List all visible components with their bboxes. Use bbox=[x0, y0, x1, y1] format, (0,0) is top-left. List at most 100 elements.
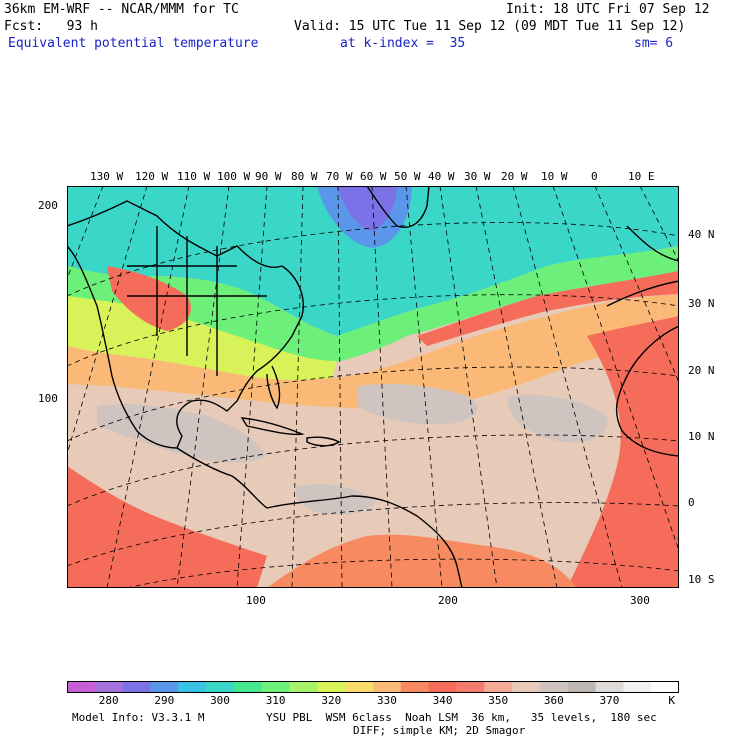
colorbar-swatch bbox=[623, 681, 652, 693]
colorbar-unit: K bbox=[668, 694, 675, 707]
colorbar-swatch bbox=[94, 681, 124, 693]
colorbar-label: 340 bbox=[433, 694, 453, 707]
colorbar-swatch bbox=[373, 681, 402, 693]
lon-label: 80 W bbox=[291, 170, 318, 183]
lat-label: 0 bbox=[688, 496, 695, 509]
forecast-hour: Fcst: 93 h bbox=[4, 19, 98, 34]
coastlines bbox=[67, 186, 679, 588]
gray-patch bbox=[295, 484, 377, 515]
colorbar-swatch bbox=[67, 681, 96, 693]
model-info: Model Info: V3.3.1 M bbox=[72, 711, 205, 724]
lon-label: 60 W bbox=[360, 170, 387, 183]
diffusion-info: DIFF; simple KM; 2D Smagor bbox=[353, 724, 526, 737]
lon-label: 20 W bbox=[501, 170, 528, 183]
greenland-coast bbox=[366, 186, 430, 228]
gray-patch bbox=[507, 394, 608, 443]
colorbar-label: 350 bbox=[488, 694, 508, 707]
field-name: Equivalent potential temperature bbox=[8, 36, 259, 51]
colorbar-swatch bbox=[233, 681, 263, 693]
lon-label: 120 W bbox=[135, 170, 169, 183]
lat-label: 10 S bbox=[688, 573, 715, 586]
south-hot-region-2 bbox=[267, 534, 577, 588]
lat-label: 20 N bbox=[688, 364, 715, 377]
colorbar-swatch bbox=[512, 681, 541, 693]
africa-coast bbox=[606, 280, 679, 457]
colorbar-swatch bbox=[150, 681, 179, 693]
lon-label: 50 W bbox=[394, 170, 421, 183]
lon-label: 10 E bbox=[628, 170, 655, 183]
colorbar-swatch bbox=[400, 681, 430, 693]
colorbar-swatches bbox=[67, 681, 679, 693]
colorbar-swatch bbox=[456, 681, 485, 693]
north-america-coast bbox=[67, 200, 304, 449]
colorbar-label: 290 bbox=[154, 694, 174, 707]
lat-label: 10 N bbox=[688, 430, 715, 443]
init-time: Init: 18 UTC Fri 07 Sep 12 bbox=[506, 2, 710, 17]
grid-y-label: 200 bbox=[38, 199, 58, 212]
colorbar-swatch bbox=[122, 681, 151, 693]
colorbar-swatch bbox=[261, 681, 291, 693]
lon-label: 70 W bbox=[326, 170, 353, 183]
central-america-coast bbox=[176, 447, 268, 509]
colorbar-swatch bbox=[428, 681, 457, 693]
physics-info: YSU PBL WSM 6class Noah LSM 36 km, 35 le… bbox=[266, 711, 657, 724]
colorbar-label: 370 bbox=[600, 694, 620, 707]
colorbar-label: 300 bbox=[210, 694, 230, 707]
lon-label: 40 W bbox=[428, 170, 455, 183]
colorbar-label: 360 bbox=[544, 694, 564, 707]
lon-label: 90 W bbox=[255, 170, 282, 183]
valid-time: Valid: 15 UTC Tue 11 Sep 12 (09 MDT Tue … bbox=[294, 19, 686, 34]
grid-y-label: 100 bbox=[38, 392, 58, 405]
colorbar-swatch bbox=[484, 681, 513, 693]
florida-coast bbox=[266, 365, 281, 410]
colorbar-swatch bbox=[206, 681, 235, 693]
hot-band-west bbox=[107, 266, 191, 331]
colorbar-swatch bbox=[567, 681, 597, 693]
colorbar-swatch bbox=[289, 681, 318, 693]
us-states-hint bbox=[127, 226, 267, 376]
grid-x-label: 100 bbox=[246, 594, 266, 607]
colorbar-swatch bbox=[178, 681, 207, 693]
lat-label: 30 N bbox=[688, 297, 715, 310]
lon-label: 100 W bbox=[217, 170, 251, 183]
warm-region bbox=[67, 294, 679, 409]
colorbar-labels: 280 290 300 310 320 330 340 350 360 370 K bbox=[99, 694, 676, 707]
europe-coast bbox=[626, 225, 679, 262]
latitude-grid bbox=[67, 222, 679, 588]
level-info: at k-index = 35 bbox=[340, 36, 466, 51]
gray-patch bbox=[357, 384, 478, 425]
colorbar-label: 310 bbox=[266, 694, 286, 707]
gray-patch bbox=[97, 404, 267, 463]
lon-label: 130 W bbox=[90, 170, 124, 183]
cold-core bbox=[337, 186, 397, 231]
colorbar-swatch bbox=[539, 681, 569, 693]
model-title: 36km EM-WRF -- NCAR/MMM for TC bbox=[4, 2, 239, 17]
grid-x-label: 200 bbox=[438, 594, 458, 607]
colorbar: 280 290 300 310 320 330 340 350 360 370 K bbox=[67, 681, 679, 707]
longitude-grid bbox=[67, 186, 679, 588]
east-hot-region bbox=[567, 316, 679, 588]
cold-core-ring bbox=[317, 186, 412, 248]
mild-region bbox=[67, 296, 337, 381]
hot-band bbox=[417, 271, 679, 346]
lat-label: 40 N bbox=[688, 228, 715, 241]
grid-x-label: 300 bbox=[630, 594, 650, 607]
lon-label: 0 bbox=[591, 170, 598, 183]
theta-e-map bbox=[67, 186, 679, 588]
colorbar-swatch bbox=[317, 681, 346, 693]
colorbar-label: 280 bbox=[99, 694, 119, 707]
colorbar-label: 320 bbox=[321, 694, 341, 707]
colorbar-label: 330 bbox=[377, 694, 397, 707]
cold-region bbox=[67, 186, 679, 336]
south-america-coast bbox=[266, 495, 463, 588]
colorbar-swatch bbox=[651, 681, 679, 693]
smoothing-info: sm= 6 bbox=[634, 36, 674, 51]
cuba-coast bbox=[240, 417, 305, 436]
map-frame bbox=[67, 186, 679, 588]
colorbar-swatch bbox=[595, 681, 624, 693]
lon-label: 30 W bbox=[464, 170, 491, 183]
colorbar-swatch bbox=[345, 681, 374, 693]
colorbar-frame bbox=[67, 681, 679, 693]
lon-label: 110 W bbox=[177, 170, 211, 183]
hispaniola-coast bbox=[306, 436, 341, 447]
